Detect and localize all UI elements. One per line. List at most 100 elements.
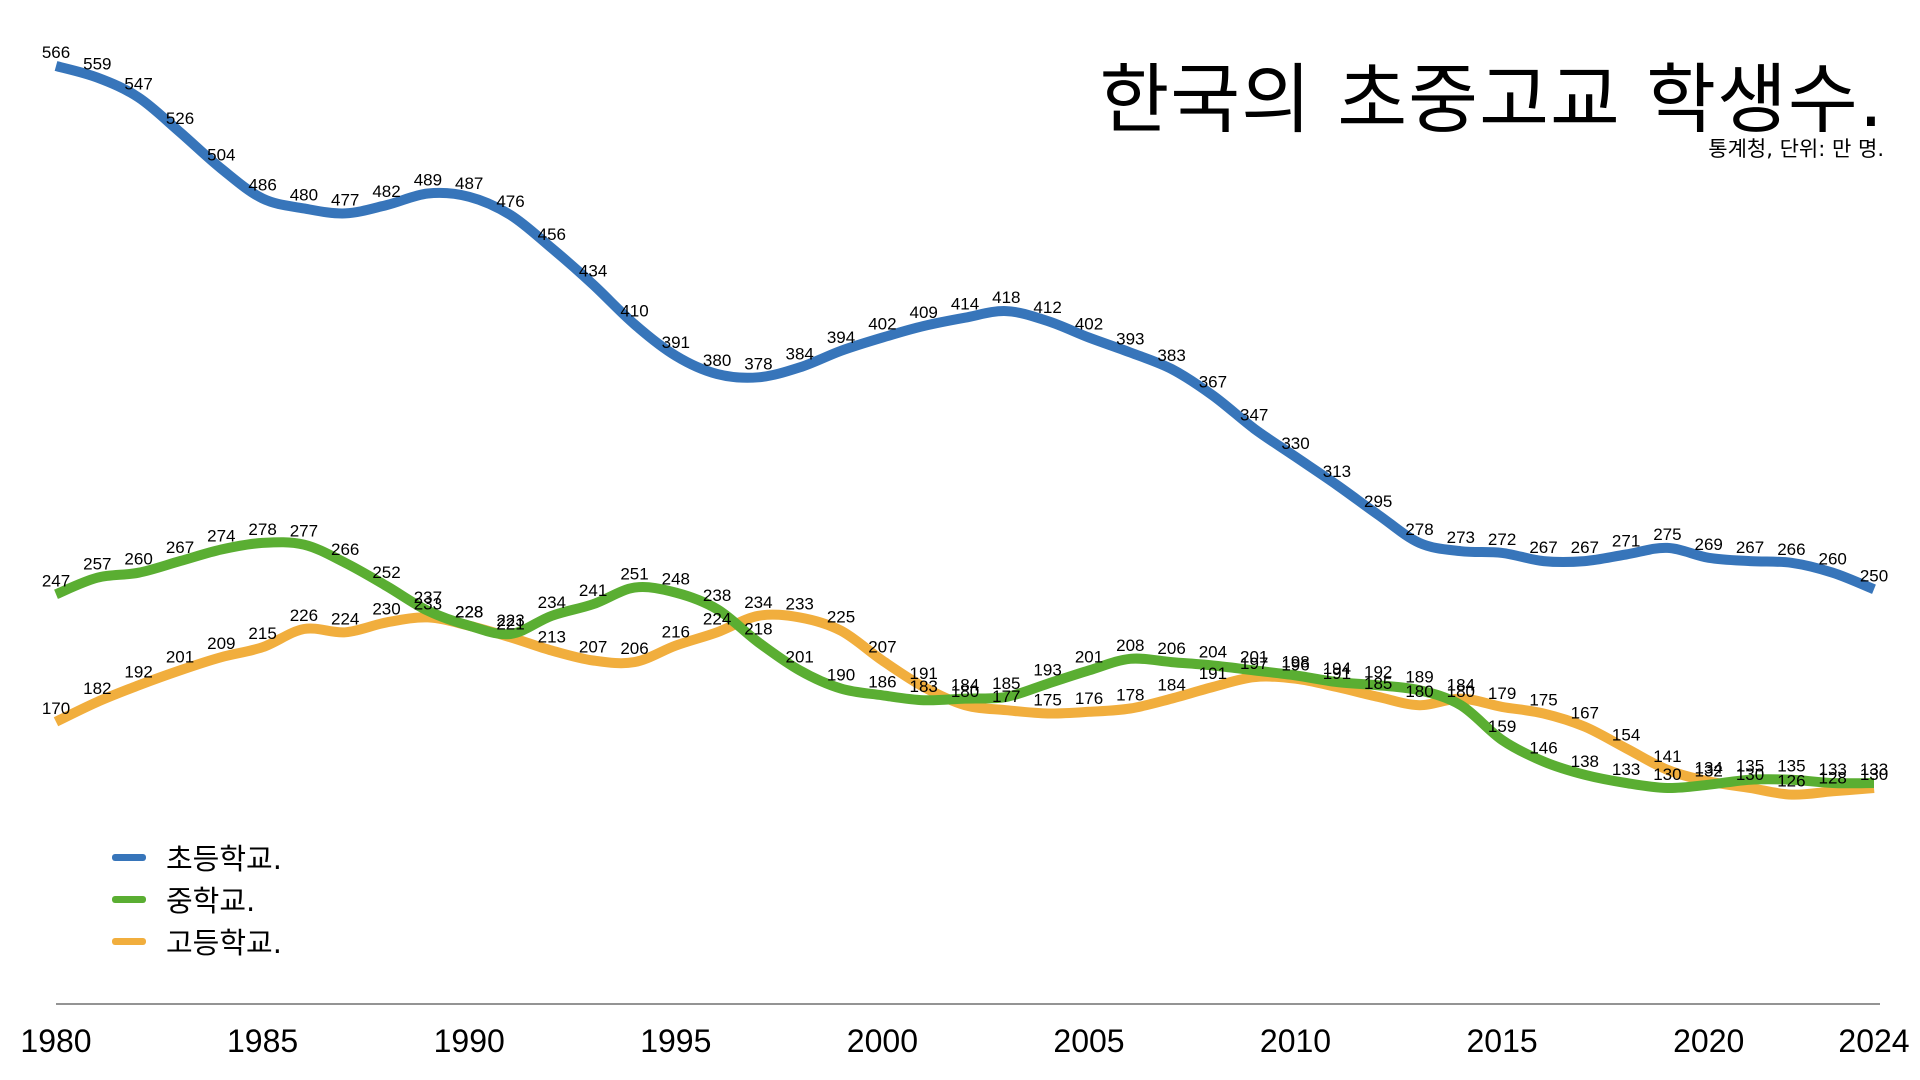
x-tick-label-1980: 1980 bbox=[20, 1023, 91, 1059]
data-label-middle-1995: 248 bbox=[662, 570, 690, 589]
x-tick-label-2005: 2005 bbox=[1053, 1023, 1124, 1059]
data-label-elementary-1988: 482 bbox=[372, 182, 400, 201]
data-label-high-2008: 191 bbox=[1199, 664, 1227, 683]
data-label-middle-1984: 274 bbox=[207, 527, 235, 546]
data-label-high-1995: 216 bbox=[662, 623, 690, 642]
data-label-high-2014: 184 bbox=[1447, 676, 1475, 695]
data-label-high-1984: 209 bbox=[207, 634, 235, 653]
data-label-middle-1987: 266 bbox=[331, 540, 359, 559]
data-label-middle-2022: 135 bbox=[1777, 757, 1805, 776]
data-label-middle-1998: 201 bbox=[786, 647, 814, 666]
data-label-high-2018: 154 bbox=[1612, 725, 1640, 744]
x-tick-label-2000: 2000 bbox=[847, 1023, 918, 1059]
x-axis-ticks: 1980 1985 1990 1995 2000 2005 2010 2015 2020 2024 bbox=[20, 1023, 1909, 1059]
data-label-high-2006: 178 bbox=[1116, 686, 1144, 705]
x-tick-label-1985: 1985 bbox=[227, 1023, 298, 1059]
data-label-high-1992: 213 bbox=[538, 628, 566, 647]
data-label-elementary-2019: 275 bbox=[1653, 525, 1681, 544]
data-label-middle-2018: 133 bbox=[1612, 760, 1640, 779]
data-label-high-2023: 128 bbox=[1819, 768, 1847, 787]
data-label-middle-1996: 238 bbox=[703, 586, 731, 605]
data-label-elementary-1998: 384 bbox=[786, 344, 814, 363]
data-labels: 566 559 547 526 504 486 480 477 482 489 487 476 456 4… bbox=[42, 43, 1888, 791]
chart-subtitle: 통계청, 단위: 만 명. bbox=[1708, 137, 1884, 161]
data-label-elementary-2017: 267 bbox=[1571, 538, 1599, 557]
data-label-elementary-2006: 393 bbox=[1116, 330, 1144, 349]
data-label-middle-1986: 277 bbox=[290, 522, 318, 541]
data-label-elementary-1986: 480 bbox=[290, 185, 318, 204]
x-tick-label-2015: 2015 bbox=[1467, 1023, 1538, 1059]
data-label-middle-2016: 146 bbox=[1529, 739, 1557, 758]
data-label-high-1991: 221 bbox=[496, 614, 524, 633]
data-label-middle-2000: 186 bbox=[868, 672, 896, 691]
data-label-elementary-1999: 394 bbox=[827, 328, 855, 347]
data-label-middle-2020: 132 bbox=[1695, 762, 1723, 781]
data-label-high-2009: 197 bbox=[1240, 654, 1268, 673]
data-label-high-2000: 207 bbox=[868, 638, 896, 657]
data-label-middle-2004: 193 bbox=[1033, 661, 1061, 680]
data-label-high-2022: 126 bbox=[1777, 772, 1805, 791]
data-label-elementary-2009: 347 bbox=[1240, 406, 1268, 425]
data-label-high-2016: 175 bbox=[1529, 691, 1557, 710]
series-line-middle bbox=[54, 537, 1875, 794]
data-label-high-2010: 196 bbox=[1281, 656, 1309, 675]
data-label-elementary-2001: 409 bbox=[910, 303, 938, 322]
data-label-elementary-1994: 410 bbox=[620, 301, 648, 320]
data-label-elementary-1984: 504 bbox=[207, 146, 235, 165]
legend-label-middle: 중학교. bbox=[166, 884, 256, 918]
data-label-high-2003: 177 bbox=[992, 687, 1020, 706]
data-label-middle-1997: 218 bbox=[744, 619, 772, 638]
data-label-middle-2021: 135 bbox=[1736, 757, 1764, 776]
data-label-elementary-1997: 378 bbox=[744, 354, 772, 373]
data-label-elementary-1985: 486 bbox=[248, 176, 276, 195]
data-label-elementary-1992: 456 bbox=[538, 225, 566, 244]
data-label-high-2007: 184 bbox=[1157, 676, 1185, 695]
data-label-elementary-2008: 367 bbox=[1199, 373, 1227, 392]
data-label-middle-2003: 185 bbox=[992, 674, 1020, 693]
data-label-high-1982: 192 bbox=[124, 662, 152, 681]
data-label-high-2001: 191 bbox=[910, 664, 938, 683]
legend-swatch-elementary bbox=[112, 853, 146, 861]
series-line-elementary bbox=[54, 61, 1876, 594]
data-label-elementary-2013: 278 bbox=[1405, 520, 1433, 539]
data-label-elementary-2007: 383 bbox=[1157, 346, 1185, 365]
data-label-elementary-2023: 260 bbox=[1819, 550, 1847, 569]
data-label-elementary-2011: 313 bbox=[1323, 462, 1351, 481]
data-label-high-1999: 225 bbox=[827, 608, 855, 627]
data-label-middle-1990: 228 bbox=[455, 603, 483, 622]
x-tick-label-1995: 1995 bbox=[640, 1023, 711, 1059]
data-label-middle-2023: 133 bbox=[1819, 760, 1847, 779]
data-label-elementary-2012: 295 bbox=[1364, 492, 1392, 511]
data-label-middle-1988: 252 bbox=[372, 563, 400, 582]
data-label-elementary-2005: 402 bbox=[1075, 315, 1103, 334]
data-label-elementary-2022: 266 bbox=[1777, 540, 1805, 559]
data-label-elementary-1995: 391 bbox=[662, 333, 690, 352]
legend-label-elementary: 초등학교. bbox=[166, 842, 282, 876]
data-label-high-1997: 234 bbox=[744, 593, 772, 612]
data-label-middle-1989: 237 bbox=[414, 588, 442, 607]
data-label-elementary-1982: 547 bbox=[124, 75, 152, 94]
data-label-middle-2015: 159 bbox=[1488, 717, 1516, 736]
data-label-middle-1985: 278 bbox=[248, 520, 276, 539]
data-label-elementary-1996: 380 bbox=[703, 351, 731, 370]
data-label-elementary-2018: 271 bbox=[1612, 532, 1640, 551]
data-label-high-1983: 201 bbox=[166, 647, 194, 666]
data-label-high-2024: 130 bbox=[1860, 765, 1888, 784]
data-label-elementary-1991: 476 bbox=[496, 192, 524, 211]
data-label-elementary-1987: 477 bbox=[331, 190, 359, 209]
data-label-high-2017: 167 bbox=[1571, 704, 1599, 723]
data-label-middle-2008: 204 bbox=[1199, 643, 1227, 662]
data-label-middle-2001: 183 bbox=[910, 677, 938, 696]
data-label-elementary-2004: 412 bbox=[1033, 298, 1061, 317]
legend: 초등학교. 중학교. 고등학교. bbox=[112, 836, 282, 962]
data-label-elementary-1983: 526 bbox=[166, 109, 194, 128]
data-label-elementary-2020: 269 bbox=[1695, 535, 1723, 554]
legend-item-elementary: 초등학교. bbox=[112, 836, 282, 878]
data-label-middle-1982: 260 bbox=[124, 550, 152, 569]
chart-title: 한국의 초중고교 학생수. bbox=[1099, 55, 1884, 144]
data-label-elementary-1989: 489 bbox=[414, 171, 442, 190]
data-label-elementary-1981: 559 bbox=[83, 55, 111, 74]
data-label-middle-1993: 241 bbox=[579, 581, 607, 600]
data-label-middle-2014: 180 bbox=[1447, 682, 1475, 701]
